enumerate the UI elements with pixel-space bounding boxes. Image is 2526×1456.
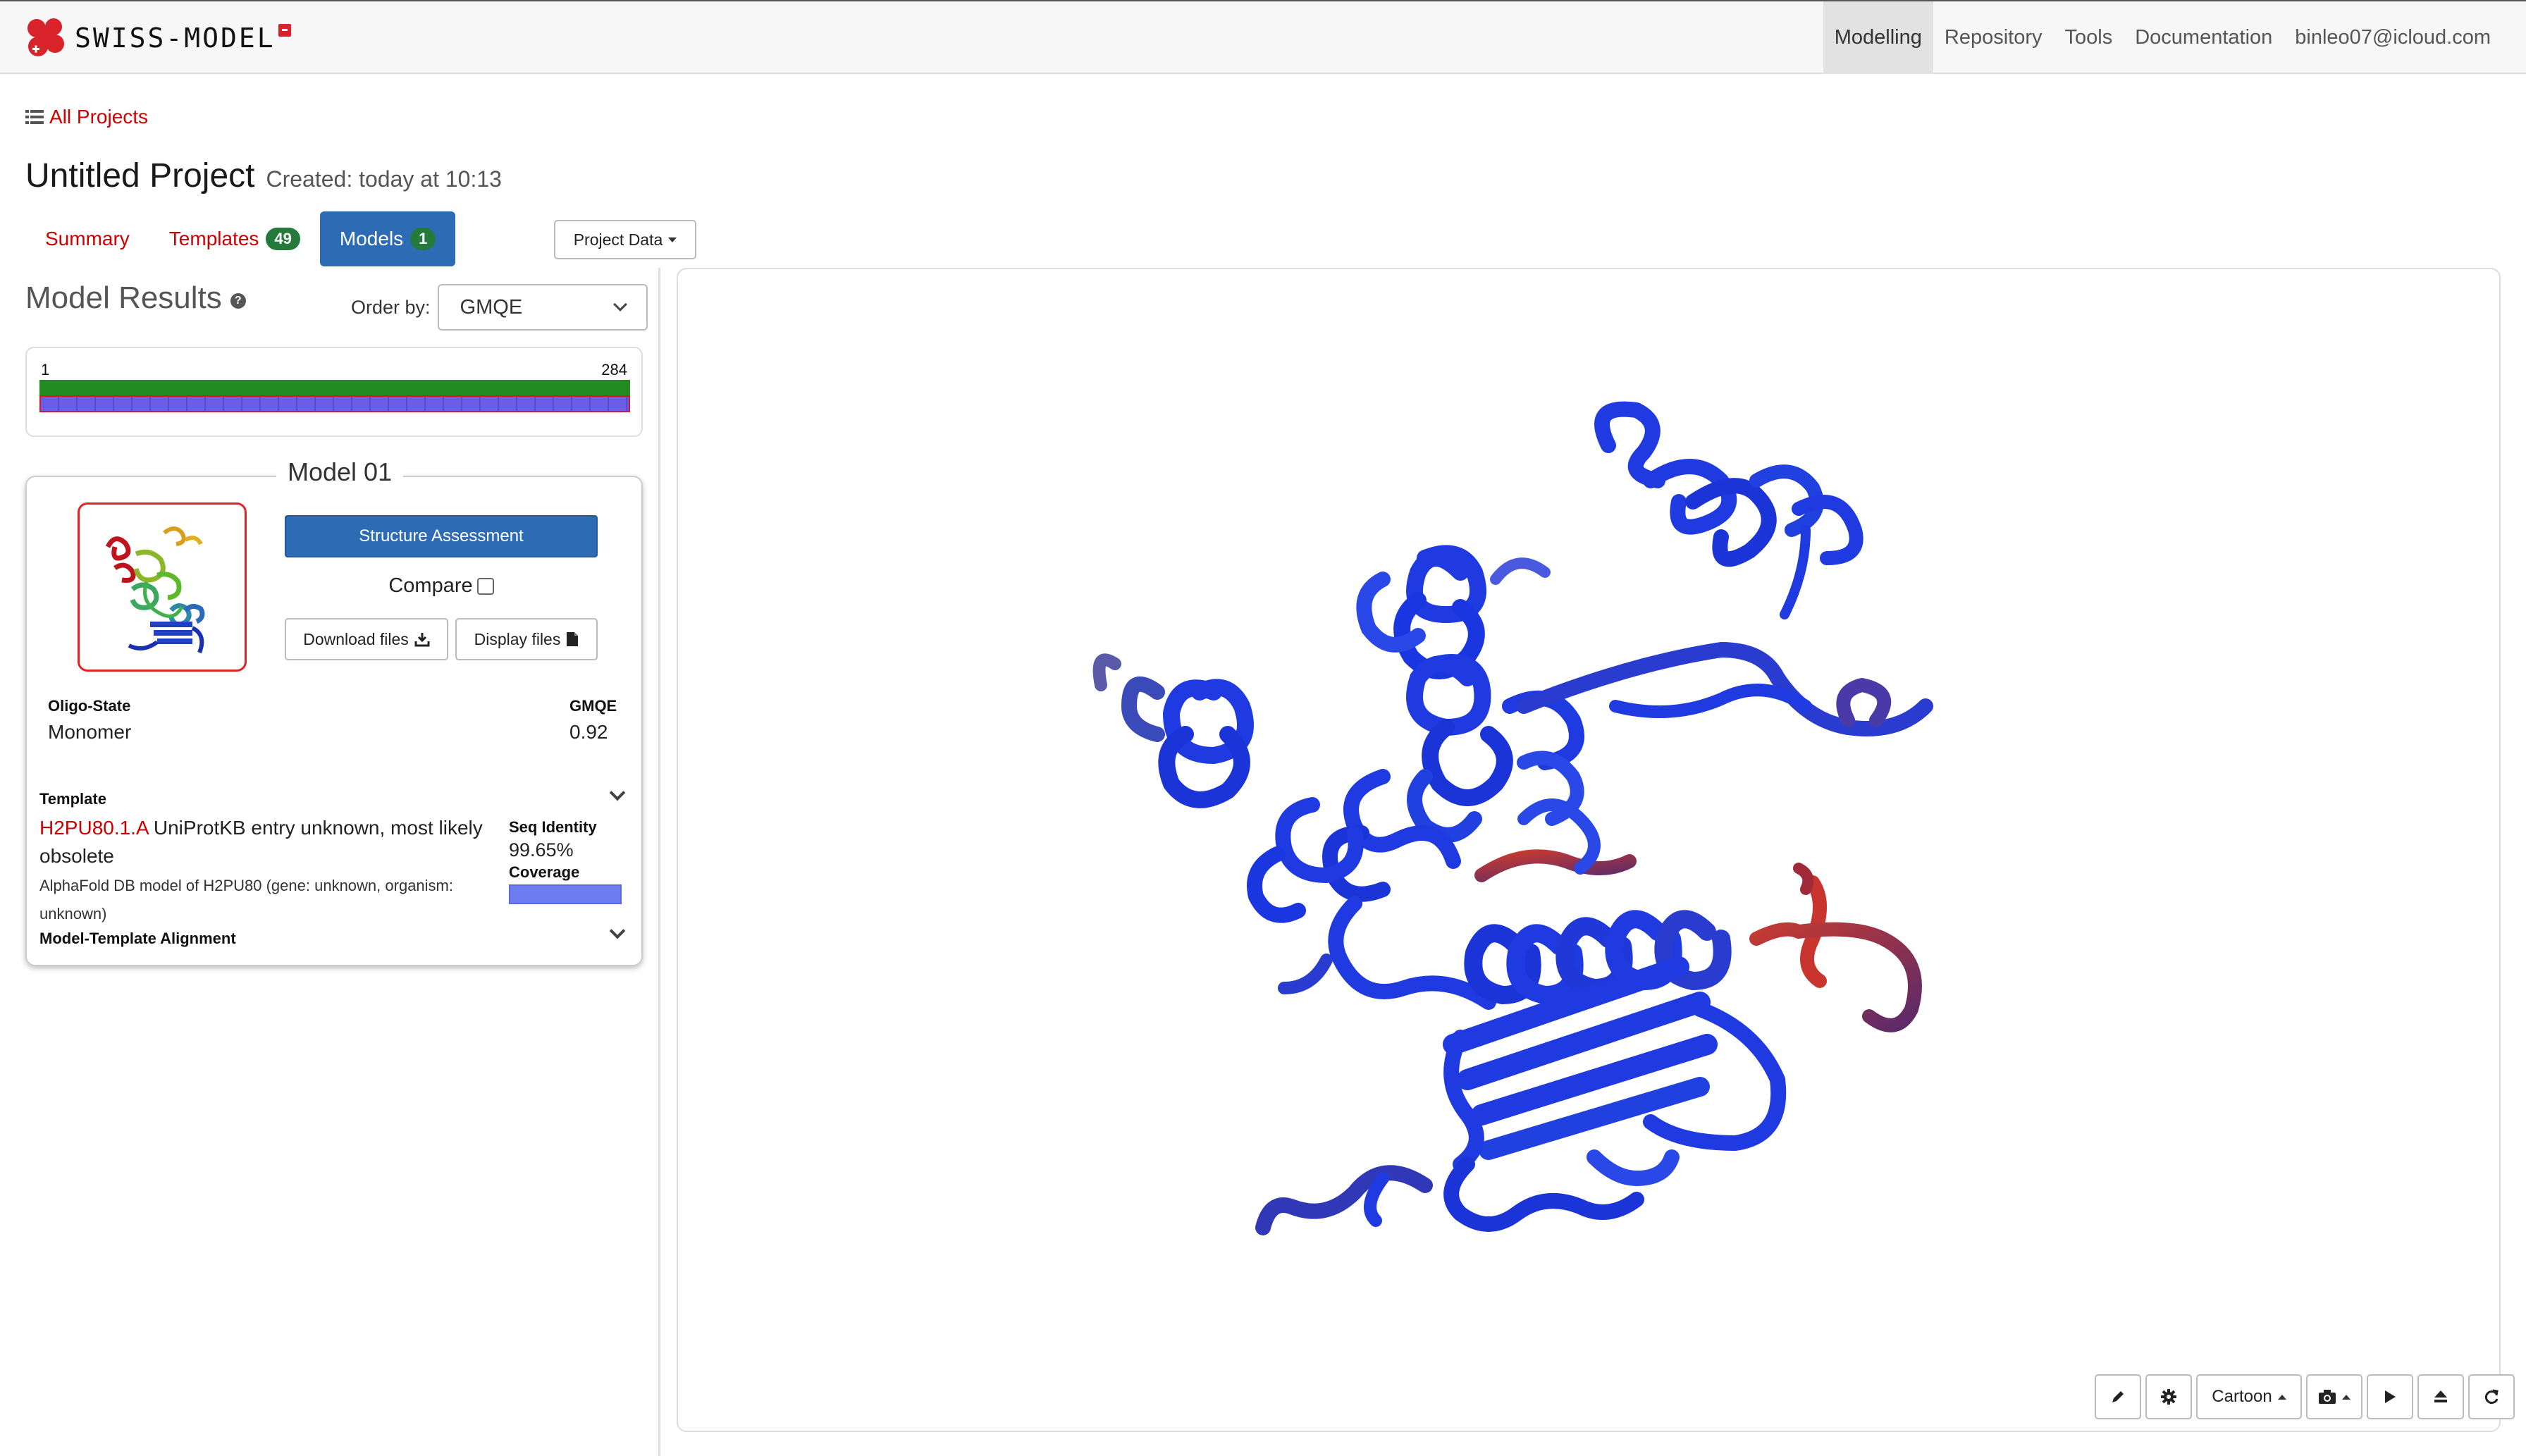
display-files-button[interactable]: Display files [455,618,598,660]
project-data-label: Project Data [573,230,663,249]
download-files-button[interactable]: Download files [285,618,448,660]
swiss-flag-icon [278,24,291,37]
brand-name: SWISS-MODEL [75,23,276,54]
file-icon [567,632,579,646]
template-title: H2PU80.1.A UniProtKB entry unknown, most… [39,814,519,870]
nav-documentation[interactable]: Documentation [2135,26,2273,49]
oligo-state-label: Oligo-State [48,697,131,715]
tab-templates-label: Templates [168,228,259,249]
tab-templates[interactable]: Templates 49 [149,211,320,266]
target-sequence-bar [39,380,630,395]
representation-dropdown[interactable]: Cartoon [2196,1374,2302,1419]
template-description: AlphaFold DB model of H2PU80 (gene: unkn… [39,877,453,923]
viewer-toolbar: Cartoon [2095,1374,2515,1419]
coverage-start: 1 [41,361,50,378]
snapshot-button[interactable] [2306,1374,2362,1419]
eject-button[interactable] [2417,1374,2464,1419]
oligo-state-value: Monomer [48,721,132,743]
models-count-badge: 1 [410,228,436,250]
sequence-coverage-panel: 1 284 [25,347,643,437]
template-chevron-down-icon[interactable] [609,784,626,801]
camera-icon [2319,1390,2336,1404]
order-by-control: Order by: GMQE [351,284,648,331]
compare-checkbox[interactable] [476,577,494,595]
template-section-label: Template [39,790,106,808]
tab-summary[interactable]: Summary [45,228,130,249]
nav-repository[interactable]: Repository [1944,26,2043,49]
compare-label: Compare [388,574,473,597]
all-projects-link[interactable]: All Projects [25,106,148,128]
caret-down-icon [668,237,677,242]
model-title: Model 01 [276,457,404,487]
structure-assessment-button[interactable]: Structure Assessment [285,515,598,557]
model-results-heading: Model Results ? [25,280,246,316]
project-tabs: Summary Templates 49 Models 1 [25,211,456,266]
chevron-down-icon [612,297,627,311]
tab-models-label: Models [339,228,404,249]
play-icon [2385,1390,2396,1403]
nav-menu: Modelling Repository Tools Documentation… [1823,1,2502,74]
seq-identity-value: 99.65% [509,839,574,860]
protein-thumbnail-icon [105,526,205,654]
compare-control: Compare [285,574,598,598]
template-name: UniProtKB entry unknown, most likely obs… [39,817,483,867]
gmqe-value: 0.92 [569,721,608,743]
coverage-end: 284 [601,361,627,378]
protein-structure-render [1092,401,1933,1235]
download-files-label: Download files [303,629,409,648]
play-button[interactable] [2367,1374,2413,1419]
template-coverage-bar [509,884,622,904]
model-results-title: Model Results [25,280,222,315]
alignment-chevron-down-icon[interactable] [609,923,626,939]
model-template-alignment-label[interactable]: Model-Template Alignment [39,930,236,947]
order-by-label: Order by: [351,296,431,318]
column-divider[interactable] [658,268,660,1456]
download-icon [414,633,430,647]
structure-viewer[interactable] [677,268,2501,1432]
eject-icon [2434,1390,2447,1402]
project-data-dropdown[interactable]: Project Data [554,220,696,259]
brand-logo[interactable]: SWISS-MODEL [25,17,291,59]
seq-identity-label: Seq Identity [509,818,597,836]
list-icon [25,109,44,125]
top-navbar: SWISS-MODEL Modelling Repository Tools D… [0,0,2526,74]
coverage-label: Coverage [509,863,580,881]
caret-up-icon [2277,1394,2286,1400]
reset-view-button[interactable] [2468,1374,2515,1419]
templates-count-badge: 49 [266,228,300,250]
gear-icon [2161,1389,2176,1405]
project-title[interactable]: Untitled Project [25,157,255,195]
order-by-select[interactable]: GMQE [437,284,648,331]
all-projects-label: All Projects [49,106,149,128]
help-icon[interactable]: ? [230,293,246,309]
pencil-button[interactable] [2095,1374,2141,1419]
nav-tools[interactable]: Tools [2064,26,2113,49]
project-created-date: Created: today at 10:13 [266,166,502,192]
project-header: Untitled Project Created: today at 10:13 [25,156,502,195]
swiss-model-logo-icon [27,18,64,56]
nav-modelling[interactable]: Modelling [1823,1,1933,74]
representation-label: Cartoon [2212,1387,2272,1406]
order-by-value: GMQE [460,295,523,319]
gmqe-label: GMQE [569,697,617,715]
nav-user-account[interactable]: binleo07@icloud.com [2295,26,2491,49]
refresh-icon [2484,1389,2499,1404]
display-files-label: Display files [474,629,561,648]
model-thumbnail[interactable] [78,502,247,672]
model-card: Model 01 Structure Assessment Compare Do… [25,457,643,966]
template-id-link[interactable]: H2PU80.1.A [39,817,149,839]
tab-models[interactable]: Models 1 [319,211,456,266]
model-coverage-bar[interactable] [39,395,630,412]
pencil-icon [2112,1391,2124,1402]
caret-up-icon [2342,1394,2351,1400]
settings-button[interactable] [2145,1374,2192,1419]
